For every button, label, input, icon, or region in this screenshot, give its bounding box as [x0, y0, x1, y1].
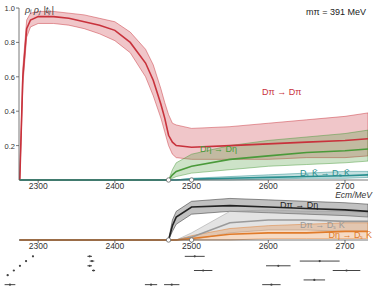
series-line — [20, 149, 368, 180]
level-error-bar — [266, 265, 291, 266]
x-axis-label: Ecm/MeV — [335, 190, 373, 200]
series-line — [20, 231, 368, 240]
y-tick — [16, 42, 19, 43]
plot-area — [20, 198, 368, 240]
series-label: Dₛ K̄ → Dₛ K̄ — [300, 168, 350, 178]
level-point — [91, 260, 93, 262]
level-error-bar — [164, 284, 179, 285]
level-point — [32, 255, 34, 257]
y-tick-label: 0.2 — [5, 142, 15, 151]
level-error-bar — [262, 284, 280, 285]
y-axis — [19, 8, 20, 180]
level-point — [13, 269, 15, 271]
x-tick-label: 2300 — [29, 241, 48, 251]
uncertainty-band — [20, 11, 368, 180]
threshold-marker — [166, 238, 170, 242]
x-tick-label: 2300 — [29, 181, 48, 191]
y-tick-label: 0.8 — [5, 38, 15, 47]
level-point — [9, 284, 11, 286]
level-point — [7, 274, 9, 276]
plot-area — [20, 11, 368, 180]
level-point — [345, 269, 347, 271]
series-label: Dπ → Dₛ K̄ — [300, 220, 345, 230]
level-error-bar — [300, 261, 340, 262]
level-point — [89, 265, 91, 267]
y-tick — [16, 76, 19, 77]
series-line — [20, 220, 368, 240]
threshold-marker — [189, 178, 193, 182]
plot-area — [5, 255, 361, 285]
x-tick-label: 2400 — [105, 241, 124, 251]
level-point — [319, 260, 321, 262]
series-label: Dη → Dη — [200, 144, 237, 154]
level-error-bar — [13, 270, 15, 271]
y-axis-label: ρᵢ ρⱼ |tᵢⱼ| — [24, 5, 54, 16]
level-error-bar — [185, 256, 205, 257]
y-tick — [16, 145, 19, 146]
uncertainty-band — [20, 198, 368, 240]
level-point — [150, 284, 152, 286]
figure: 230024002500260027000.20.40.60.81.0ρᵢ ρⱼ… — [0, 0, 374, 288]
y-tick — [16, 111, 19, 112]
level-error-bar — [333, 270, 361, 271]
uncertainty-band — [20, 130, 368, 180]
level-point — [92, 269, 94, 271]
level-error-bar — [32, 256, 34, 257]
level-error-bar — [92, 270, 95, 271]
level-point — [270, 284, 272, 286]
series-label: Dη → Dₛ K̄ — [328, 230, 372, 240]
x-tick-label: 2400 — [105, 181, 124, 191]
x-tick-label: 2600 — [259, 241, 278, 251]
y-tick-label: 0.6 — [5, 73, 15, 82]
y-tick-label: 0.4 — [5, 107, 15, 116]
series-line — [20, 17, 368, 180]
level-error-bar — [19, 265, 21, 266]
y-tick — [16, 8, 19, 9]
level-error-bar — [5, 284, 16, 285]
level-error-bar — [145, 284, 157, 285]
level-point — [171, 284, 173, 286]
level-point — [19, 265, 21, 267]
x-tick-label: 2700 — [336, 241, 355, 251]
series-label: Dπ → Dπ — [262, 87, 301, 97]
level-error-bar — [7, 275, 9, 276]
level-error-bar — [194, 270, 212, 271]
y-tick-label: 1.0 — [5, 4, 15, 13]
level-point — [202, 269, 204, 271]
level-error-bar — [304, 279, 325, 280]
level-error-bar — [25, 261, 27, 262]
series-label: Dπ → Dη — [280, 200, 318, 210]
level-point — [194, 255, 196, 257]
level-error-bar — [87, 256, 92, 257]
level-point — [313, 279, 315, 281]
level-error-bar — [87, 265, 92, 266]
level-error-bar — [90, 261, 95, 262]
annotation: mπ = 391 MeV — [306, 7, 366, 17]
level-point — [89, 255, 91, 257]
series-line — [20, 206, 368, 240]
threshold-marker — [189, 238, 193, 242]
level-point — [25, 260, 27, 262]
uncertainty-band — [20, 210, 368, 240]
x-tick-label: 2600 — [259, 181, 278, 191]
threshold-marker — [166, 178, 170, 182]
level-point — [277, 265, 279, 267]
